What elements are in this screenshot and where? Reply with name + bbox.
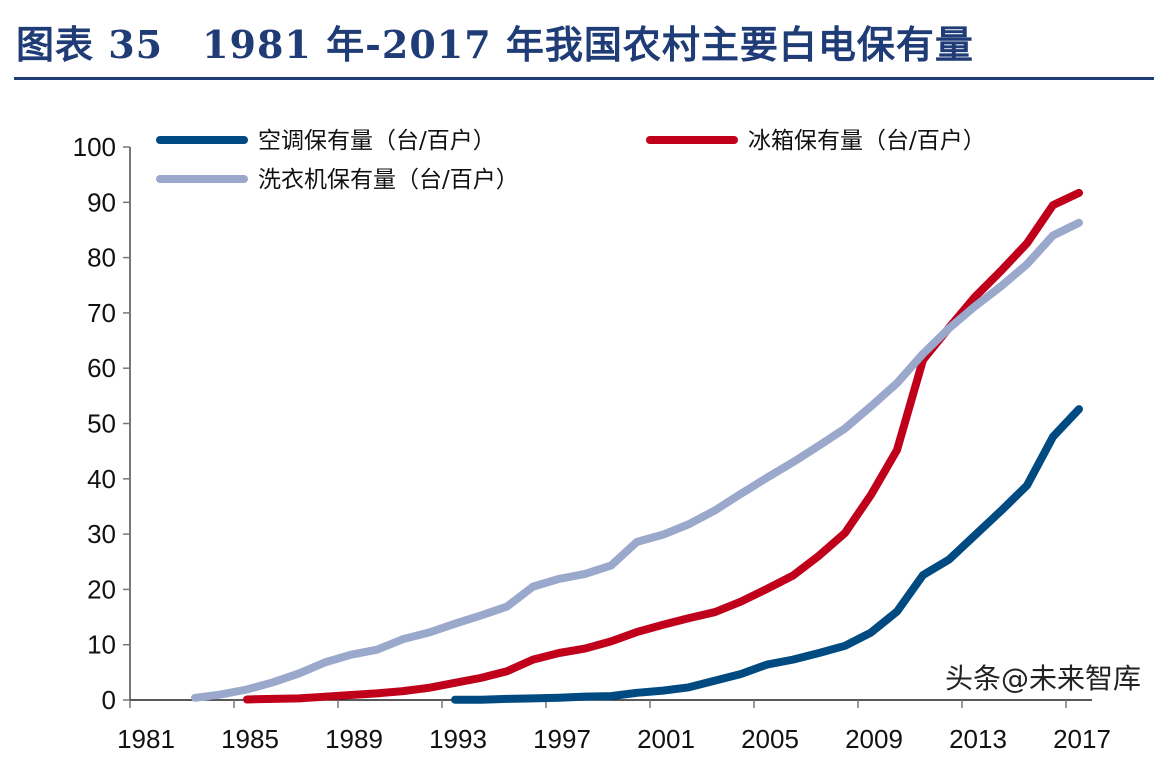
x-tick-label: 1985 — [221, 724, 279, 754]
y-tick-label: 20 — [87, 574, 116, 604]
x-tick-label: 2013 — [949, 724, 1007, 754]
series-line-1 — [243, 188, 1083, 704]
y-tick-label: 50 — [87, 409, 116, 439]
y-tick-label: 90 — [87, 187, 116, 217]
y-tick-label: 10 — [87, 630, 116, 660]
watermark: 头条@未来智库 — [945, 662, 1141, 695]
x-tick-label: 1989 — [325, 724, 383, 754]
y-tick-label: 40 — [87, 464, 116, 494]
legend-item: 冰箱保有量（台/百户） — [646, 128, 986, 154]
series-line-2 — [191, 218, 1083, 702]
legend-item: 洗衣机保有量（台/百户） — [156, 167, 519, 193]
x-tick-label: 1981 — [117, 724, 175, 754]
x-tick-label: 2017 — [1053, 724, 1111, 754]
x-tick-label: 2005 — [741, 724, 799, 754]
x-tick-label: 2001 — [637, 724, 695, 754]
series-lines — [191, 188, 1083, 704]
axes: 0 10 20 30 40 50 60 70 80 90 100 1981 1985 1989 1993 19… — [73, 132, 1111, 754]
legend: 空调保有量（台/百户） 冰箱保有量（台/百户） 洗衣机保有量（台/百户） — [156, 128, 986, 193]
x-tick-label: 1997 — [533, 724, 591, 754]
y-tick-label: 0 — [102, 685, 116, 715]
legend-item: 空调保有量（台/百户） — [156, 128, 496, 154]
title-divider — [14, 77, 1154, 80]
legend-label: 冰箱保有量（台/百户） — [748, 128, 986, 154]
legend-label: 空调保有量（台/百户） — [258, 128, 496, 154]
figure-title: 图表 35 1981 年-2017 年我国农村主要白电保有量 — [16, 22, 974, 67]
y-tick-label: 100 — [73, 132, 116, 162]
x-tick-label: 2009 — [845, 724, 903, 754]
y-tick-label: 60 — [87, 353, 116, 383]
x-tick-label: 1993 — [429, 724, 487, 754]
y-tick-label: 30 — [87, 519, 116, 549]
y-tick-label: 70 — [87, 298, 116, 328]
y-tick-label: 80 — [87, 243, 116, 273]
legend-label: 洗衣机保有量（台/百户） — [258, 167, 519, 193]
